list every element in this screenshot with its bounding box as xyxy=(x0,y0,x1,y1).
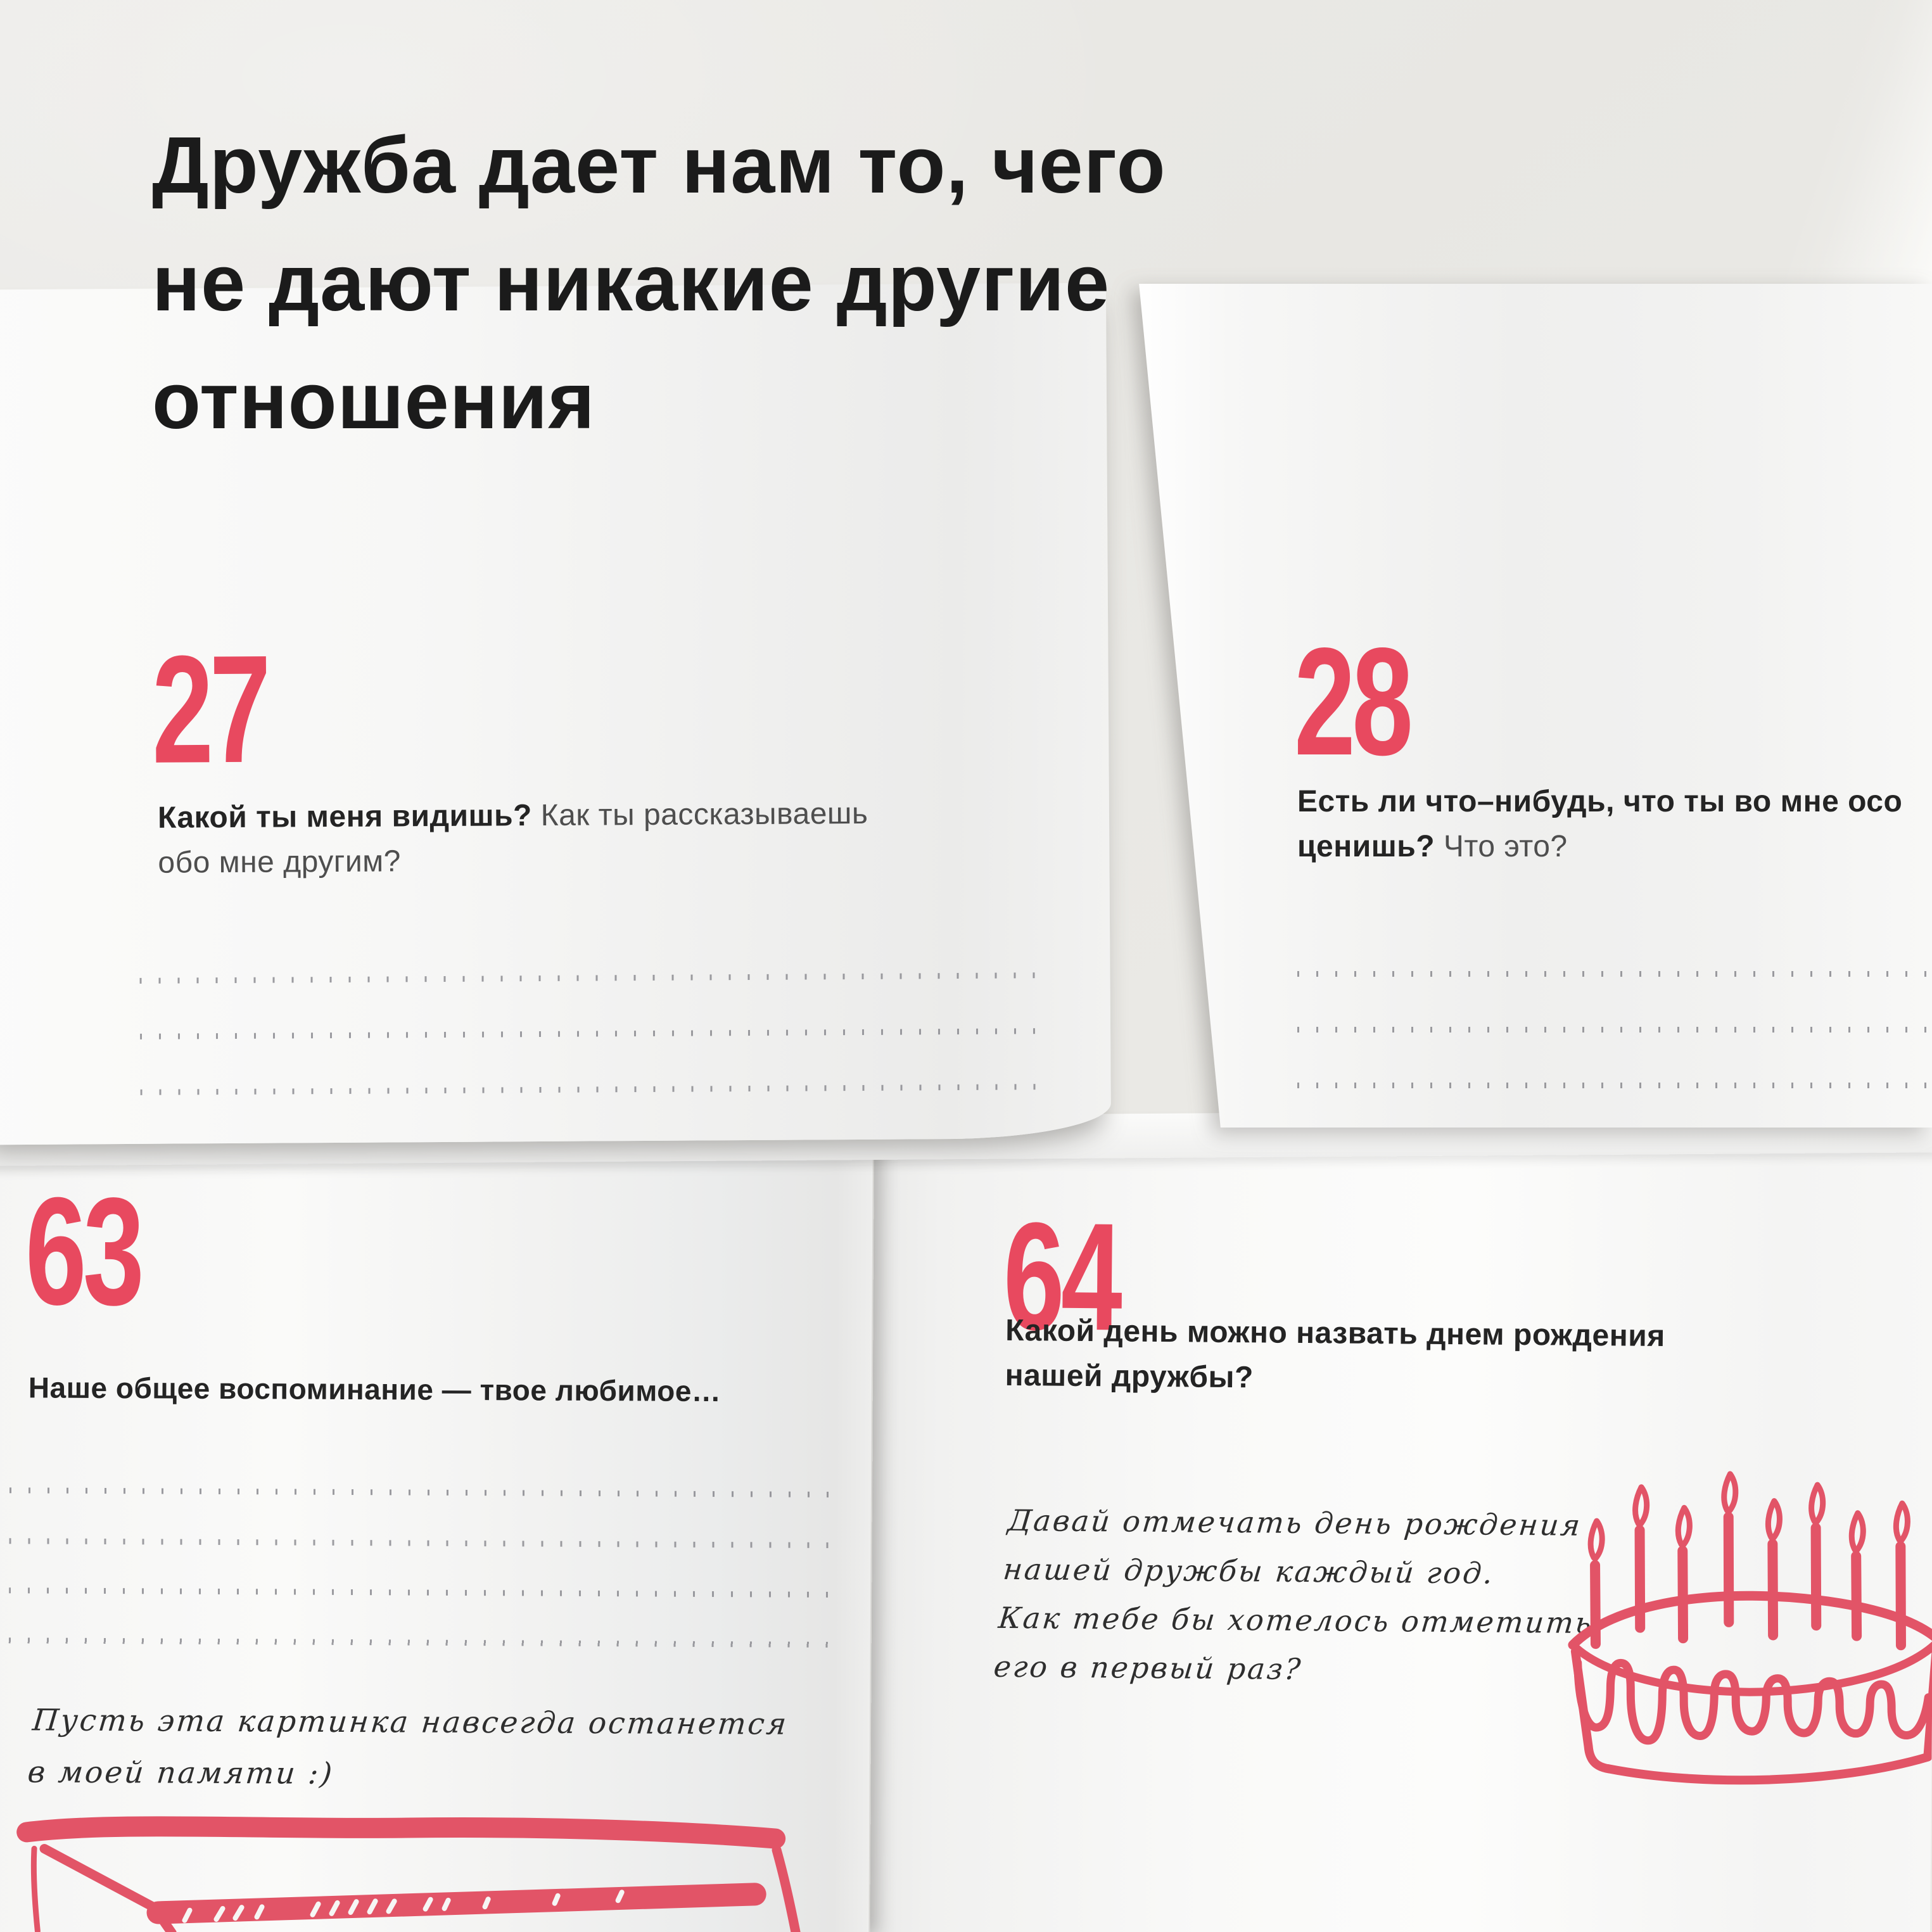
question-bold: Есть ли что–нибудь, что ты во мне осо xyxy=(1297,785,1903,818)
frame-outline xyxy=(16,1816,801,1932)
answer-dotted-line xyxy=(1297,1027,1932,1033)
page-number: 28 xyxy=(1294,616,1413,787)
page-number: 63 xyxy=(25,1166,141,1338)
question-bold: Наше общее воспоминание — твое любимое… xyxy=(28,1371,721,1408)
picture-frame-drawing xyxy=(16,1816,801,1932)
cake-outline xyxy=(1568,1591,1932,1785)
birthday-cake-drawing xyxy=(1568,1471,1932,1785)
handwritten-note: Давай отмечать день рождения нашей дружб… xyxy=(992,1503,1595,1687)
notebook-page-64: 64 Какой день можно назвать днем рождени… xyxy=(859,1131,1932,1932)
answer-dotted-line xyxy=(1297,971,1932,977)
page-number: 27 xyxy=(151,623,269,796)
question-text: Какой день можно назвать днем рождения н… xyxy=(1005,1308,1665,1404)
question-text: Наше общее воспоминание — твое любимое… xyxy=(29,1365,721,1414)
headline: Дружба дает нам то, чего не дают никакие… xyxy=(152,106,1482,460)
answer-dotted-line xyxy=(139,972,1043,984)
question-regular: обо мне другим? xyxy=(158,844,402,880)
question-bold: ценишь? xyxy=(1297,830,1435,863)
headline-line-2: не дают никакие другие xyxy=(152,238,1110,327)
question-text: Есть ли что–нибудь, что ты во мне осо це… xyxy=(1297,779,1902,869)
answer-dotted-line xyxy=(8,1637,832,1648)
answer-dotted-line xyxy=(140,1028,1043,1039)
question-bold: Какой день можно назвать днем рождения xyxy=(1005,1313,1665,1354)
question-text: Какой ты меня видишь? Как ты рассказывае… xyxy=(158,791,868,886)
question-regular: Что это? xyxy=(1435,830,1568,863)
answer-dotted-line xyxy=(1297,1083,1932,1088)
answer-dotted-line xyxy=(140,1084,1043,1095)
question-regular: Как ты рассказываешь xyxy=(531,796,868,833)
answer-dotted-line xyxy=(9,1538,833,1549)
headline-line-1: Дружба дает нам то, чего xyxy=(152,120,1166,210)
headline-line-3: отношения xyxy=(152,356,595,445)
answer-dotted-line xyxy=(9,1587,833,1598)
notebook-page-63: 63 Наше общее воспоминание — твое любимо… xyxy=(0,1128,874,1932)
handwritten-note: Пусть эта картинка навсегда останется в … xyxy=(26,1703,790,1791)
question-bold: нашей дружбы? xyxy=(1005,1358,1254,1395)
question-bold: Какой ты меня видишь? xyxy=(157,799,532,835)
cake-candles xyxy=(1587,1471,1910,1651)
answer-dotted-line xyxy=(9,1487,834,1498)
